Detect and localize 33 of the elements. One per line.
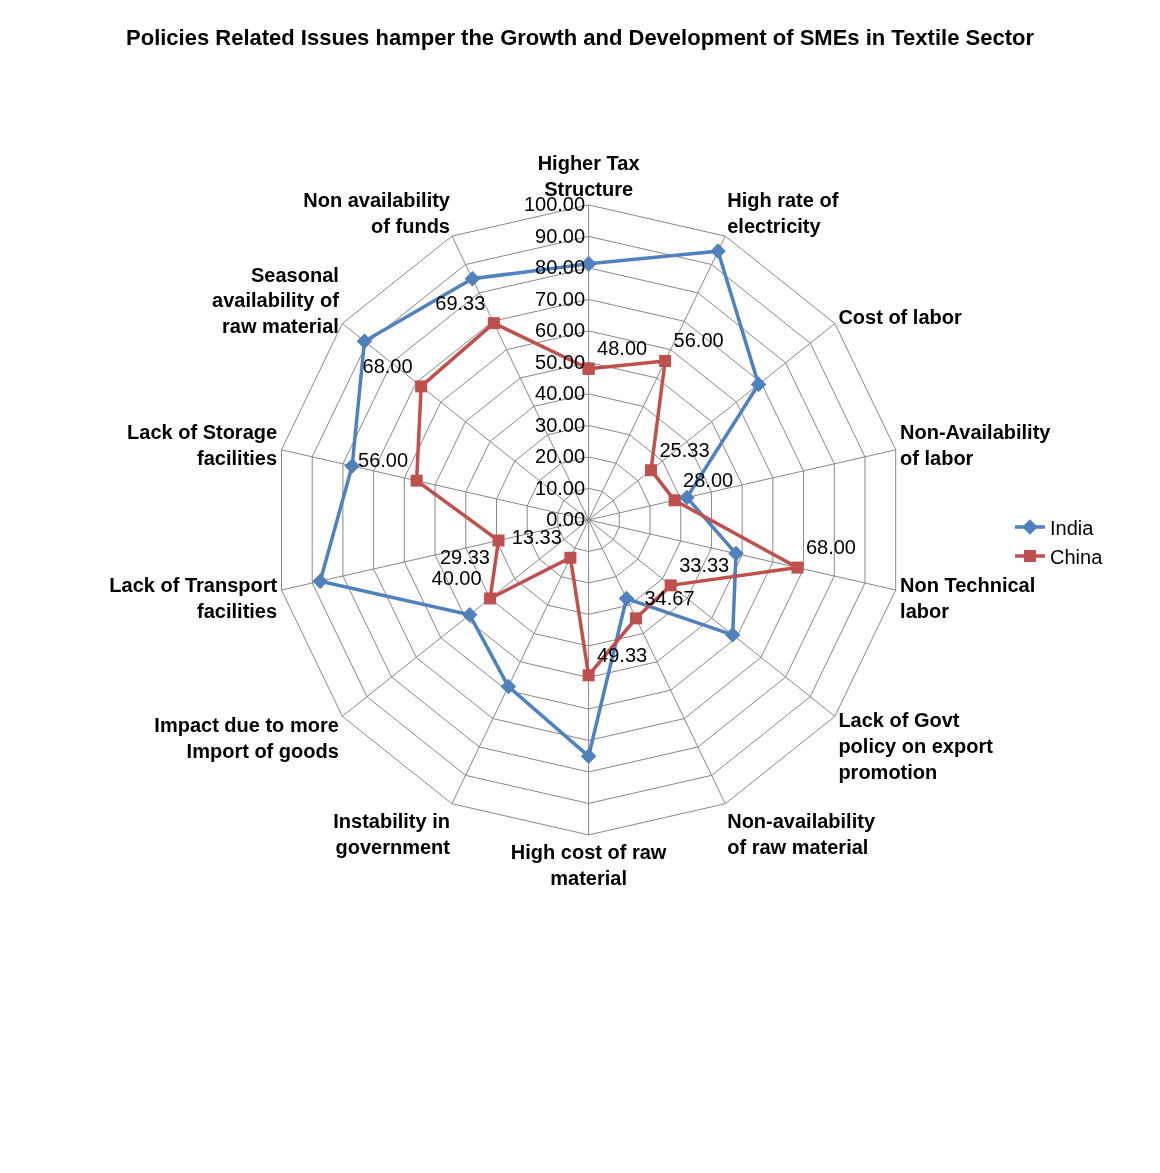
- spoke-label: Non Technical labor: [900, 574, 1036, 623]
- data-label: 68.00: [805, 536, 856, 559]
- spoke-label: Seasonal availability of raw material: [212, 263, 340, 338]
- y-tick-label: 70.00: [535, 287, 586, 310]
- legend-label: India: [1050, 516, 1095, 539]
- y-tick-label: 10.00: [535, 476, 586, 499]
- data-label: 56.00: [358, 449, 409, 472]
- data-label: 69.33: [435, 291, 486, 314]
- data-label: 25.33: [659, 438, 710, 461]
- spoke-label: Impact due to more Import of goods: [154, 714, 339, 763]
- spoke-label: Lack of Govt policy on export promotion: [838, 709, 994, 784]
- data-label: 48.00: [597, 337, 648, 360]
- legend-label: China: [1050, 545, 1104, 568]
- data-label: 33.33: [679, 553, 730, 576]
- data-label: 56.00: [673, 329, 724, 352]
- spoke-label: High cost of raw material: [510, 841, 667, 890]
- y-tick-label: 40.00: [535, 382, 586, 405]
- data-label: 40.00: [431, 566, 482, 589]
- spoke-label: Lack of Storage facilities: [127, 420, 278, 469]
- chart-title: Policies Related Issues hamper the Growth and Development of SMEs in Textile Sector: [126, 24, 1035, 50]
- spoke-label: Non-availability of raw material: [727, 809, 876, 858]
- y-tick-label: 30.00: [535, 413, 586, 436]
- spoke-label: Cost of labor: [838, 305, 962, 328]
- spoke-label: High rate of electricity: [727, 188, 839, 237]
- spoke-label: Instability in government: [333, 809, 451, 858]
- y-tick-label: 20.00: [535, 445, 586, 468]
- y-tick-label: 90.00: [535, 224, 586, 247]
- y-tick-label: 60.00: [535, 319, 586, 342]
- spoke-label: Lack of Transport facilities: [109, 574, 278, 623]
- spoke-label: Non-Availability of labor: [900, 420, 1052, 469]
- data-label: 29.33: [439, 545, 491, 568]
- spoke-label: Non availability of funds: [303, 188, 451, 237]
- data-label: 68.00: [362, 354, 413, 377]
